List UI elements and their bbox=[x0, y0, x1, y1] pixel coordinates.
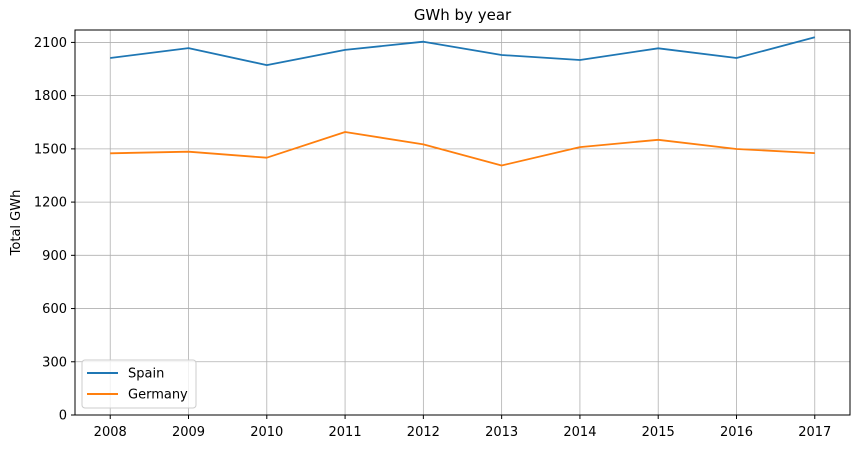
x-tick-label: 2009 bbox=[172, 425, 205, 440]
y-tick-label: 300 bbox=[42, 355, 67, 370]
x-tick-label: 2008 bbox=[94, 425, 127, 440]
axis-ticks: 2008 2009 2010 2011 2012 2013 2014 2015 2016 2017… bbox=[34, 36, 831, 440]
y-tick-label: 900 bbox=[42, 249, 67, 264]
x-tick-label: 2014 bbox=[563, 425, 596, 440]
grid bbox=[75, 30, 850, 416]
legend-label-spain: Spain bbox=[128, 367, 164, 382]
plot-frame bbox=[74, 29, 851, 416]
y-tick-label: 2100 bbox=[34, 36, 67, 51]
x-tick-label: 2015 bbox=[642, 425, 675, 440]
y-tick-label: 1500 bbox=[34, 142, 67, 157]
x-tick-label: 2013 bbox=[485, 425, 518, 440]
series-line-spain bbox=[110, 36, 816, 66]
x-tick-label: 2010 bbox=[250, 425, 283, 440]
y-tick-label: 0 bbox=[59, 409, 67, 424]
chart-title: GWh by year bbox=[414, 6, 512, 24]
y-tick-label: 1200 bbox=[34, 196, 67, 211]
y-axis-label: Total GWh bbox=[9, 190, 24, 257]
x-tick-label: 2016 bbox=[720, 425, 753, 440]
legend: Spain Germany bbox=[81, 359, 197, 409]
y-tick-label: 600 bbox=[42, 302, 67, 317]
series-line-germany bbox=[110, 131, 815, 167]
y-tick-label: 1800 bbox=[34, 89, 67, 104]
x-tick-label: 2012 bbox=[407, 425, 440, 440]
x-tick-label: 2011 bbox=[329, 425, 362, 440]
x-tick-label: 2017 bbox=[798, 425, 831, 440]
series-group bbox=[110, 36, 816, 167]
legend-label-germany: Germany bbox=[128, 388, 188, 403]
